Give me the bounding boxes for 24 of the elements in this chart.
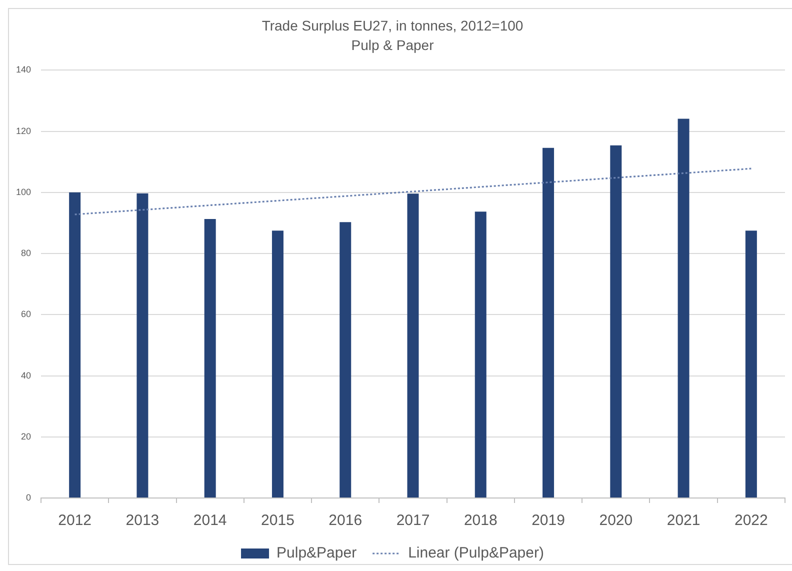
line-series [74,168,752,216]
y-tick-label: 0 [26,492,31,502]
y-tick-label: 20 [20,431,31,442]
y-tick-label: 140 [16,64,31,75]
x-tick-label: 2016 [328,512,362,530]
x-tick-label: 2012 [58,512,92,530]
x-tick-label: 2018 [464,512,498,530]
y-tick-label: 40 [20,370,31,380]
x-tick-label: 2015 [261,512,294,530]
x-tick-label: 2022 [734,512,768,530]
x-tick-label: 2017 [396,512,430,530]
y-tick-label: 120 [16,126,31,136]
legend-label: Pulp&Paper [276,544,357,562]
chart-subtitle: Pulp & Paper [351,37,434,54]
x-tick-label: 2014 [193,512,227,530]
x-tick-label: 2019 [532,512,565,530]
y-tick-label: 60 [20,309,31,320]
legend-label: Linear (Pulp&Paper) [408,544,544,562]
chart-title: Trade Surplus EU27, in tonnes, 2012=100 [262,17,524,34]
y-tick-label: 100 [16,186,31,197]
x-tick-label: 2020 [599,512,633,530]
x-tick-label: 2021 [666,512,700,530]
x-tick-label: 2013 [126,512,160,530]
y-tick-label: 80 [20,248,31,258]
